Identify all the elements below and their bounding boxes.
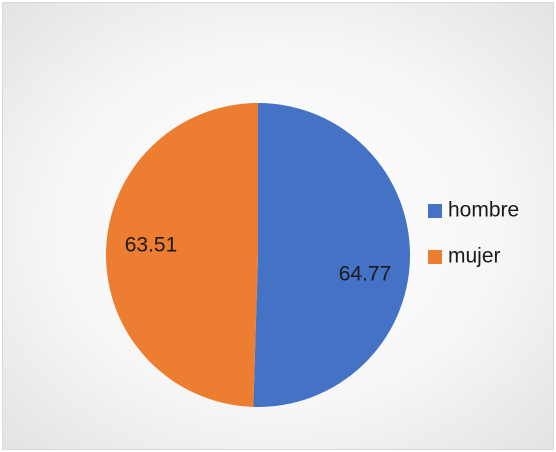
legend-swatch-hombre	[428, 204, 442, 218]
pie-chart: 64.77 63.51 hombre mujer	[105, 102, 519, 407]
legend-label-hombre: hombre	[448, 199, 519, 222]
pie-slices	[105, 102, 410, 407]
legend: hombre mujer	[428, 199, 519, 268]
legend-swatch-mujer	[428, 250, 442, 264]
pie-data-labels: 64.77 63.51	[125, 234, 392, 286]
data-label-hombre: 64.77	[339, 263, 392, 286]
legend-label-mujer: mujer	[448, 245, 501, 268]
data-label-mujer: 63.51	[125, 234, 178, 257]
pie-slice-mujer	[105, 102, 258, 407]
pie-slice-hombre	[253, 103, 410, 407]
